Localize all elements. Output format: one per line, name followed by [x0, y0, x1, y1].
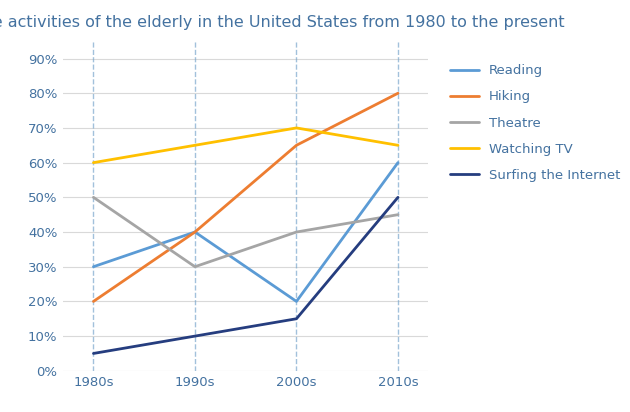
Surfing the Internet — [394, 195, 402, 200]
Hiking — [191, 229, 198, 234]
Theatre — [293, 229, 301, 234]
Line: Reading: Reading — [93, 163, 398, 302]
Reading — [191, 229, 198, 234]
Surfing the Internet — [89, 351, 97, 356]
Theatre — [191, 264, 198, 269]
Reading — [394, 160, 402, 165]
Line: Hiking: Hiking — [93, 93, 398, 302]
Line: Surfing the Internet: Surfing the Internet — [93, 197, 398, 353]
Line: Theatre: Theatre — [93, 197, 398, 267]
Legend: Reading, Hiking, Theatre, Watching TV, Surfing the Internet: Reading, Hiking, Theatre, Watching TV, S… — [450, 64, 621, 182]
Theatre — [394, 212, 402, 217]
Title: Free time activities of the elderly in the United States from 1980 to the presen: Free time activities of the elderly in t… — [0, 15, 564, 30]
Reading — [89, 264, 97, 269]
Hiking — [293, 143, 301, 148]
Line: Watching TV: Watching TV — [93, 128, 398, 163]
Watching TV — [191, 143, 198, 148]
Reading — [293, 299, 301, 304]
Watching TV — [89, 160, 97, 165]
Hiking — [394, 91, 402, 96]
Watching TV — [394, 143, 402, 148]
Surfing the Internet — [191, 334, 198, 339]
Theatre — [89, 195, 97, 200]
Hiking — [89, 299, 97, 304]
Watching TV — [293, 126, 301, 131]
Surfing the Internet — [293, 316, 301, 321]
